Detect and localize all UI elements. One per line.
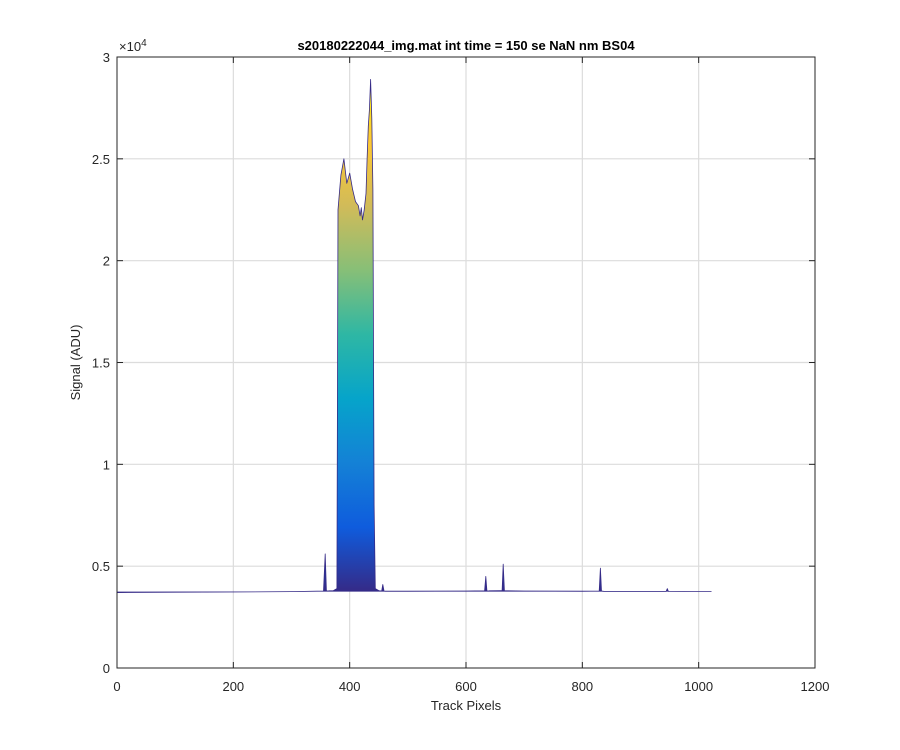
x-axis-label: Track Pixels (431, 698, 502, 713)
x-tick-label: 1000 (684, 679, 713, 694)
y-axis-label: Signal (ADU) (68, 325, 83, 401)
x-tick-label: 800 (571, 679, 593, 694)
y-tick-label: 2 (103, 254, 110, 269)
x-tick-label: 1200 (801, 679, 830, 694)
y-tick-label: 1 (103, 457, 110, 472)
y-exponent-label: ×104 (119, 38, 147, 54)
y-tick-label: 1.5 (92, 356, 110, 371)
x-tick-label: 400 (339, 679, 361, 694)
x-tick-labels: 0 200 400 600 800 1000 1200 (113, 679, 829, 694)
x-tick-label: 200 (222, 679, 244, 694)
ticks (116, 56, 816, 669)
y-exponent-power: 4 (141, 38, 147, 49)
y-tick-label: 3 (103, 50, 110, 65)
x-tick-label: 0 (113, 679, 120, 694)
y-tick-label: 2.5 (92, 152, 110, 167)
y-tick-labels: 0 0.5 1 1.5 2 2.5 3 (92, 50, 110, 676)
chart-title: s20180222044_img.mat int time = 150 se N… (297, 38, 635, 53)
series-layer (117, 79, 712, 593)
x-tick-label: 600 (455, 679, 477, 694)
series-line-0 (117, 79, 712, 593)
y-tick-label: 0 (103, 661, 110, 676)
y-tick-label: 0.5 (92, 559, 110, 574)
